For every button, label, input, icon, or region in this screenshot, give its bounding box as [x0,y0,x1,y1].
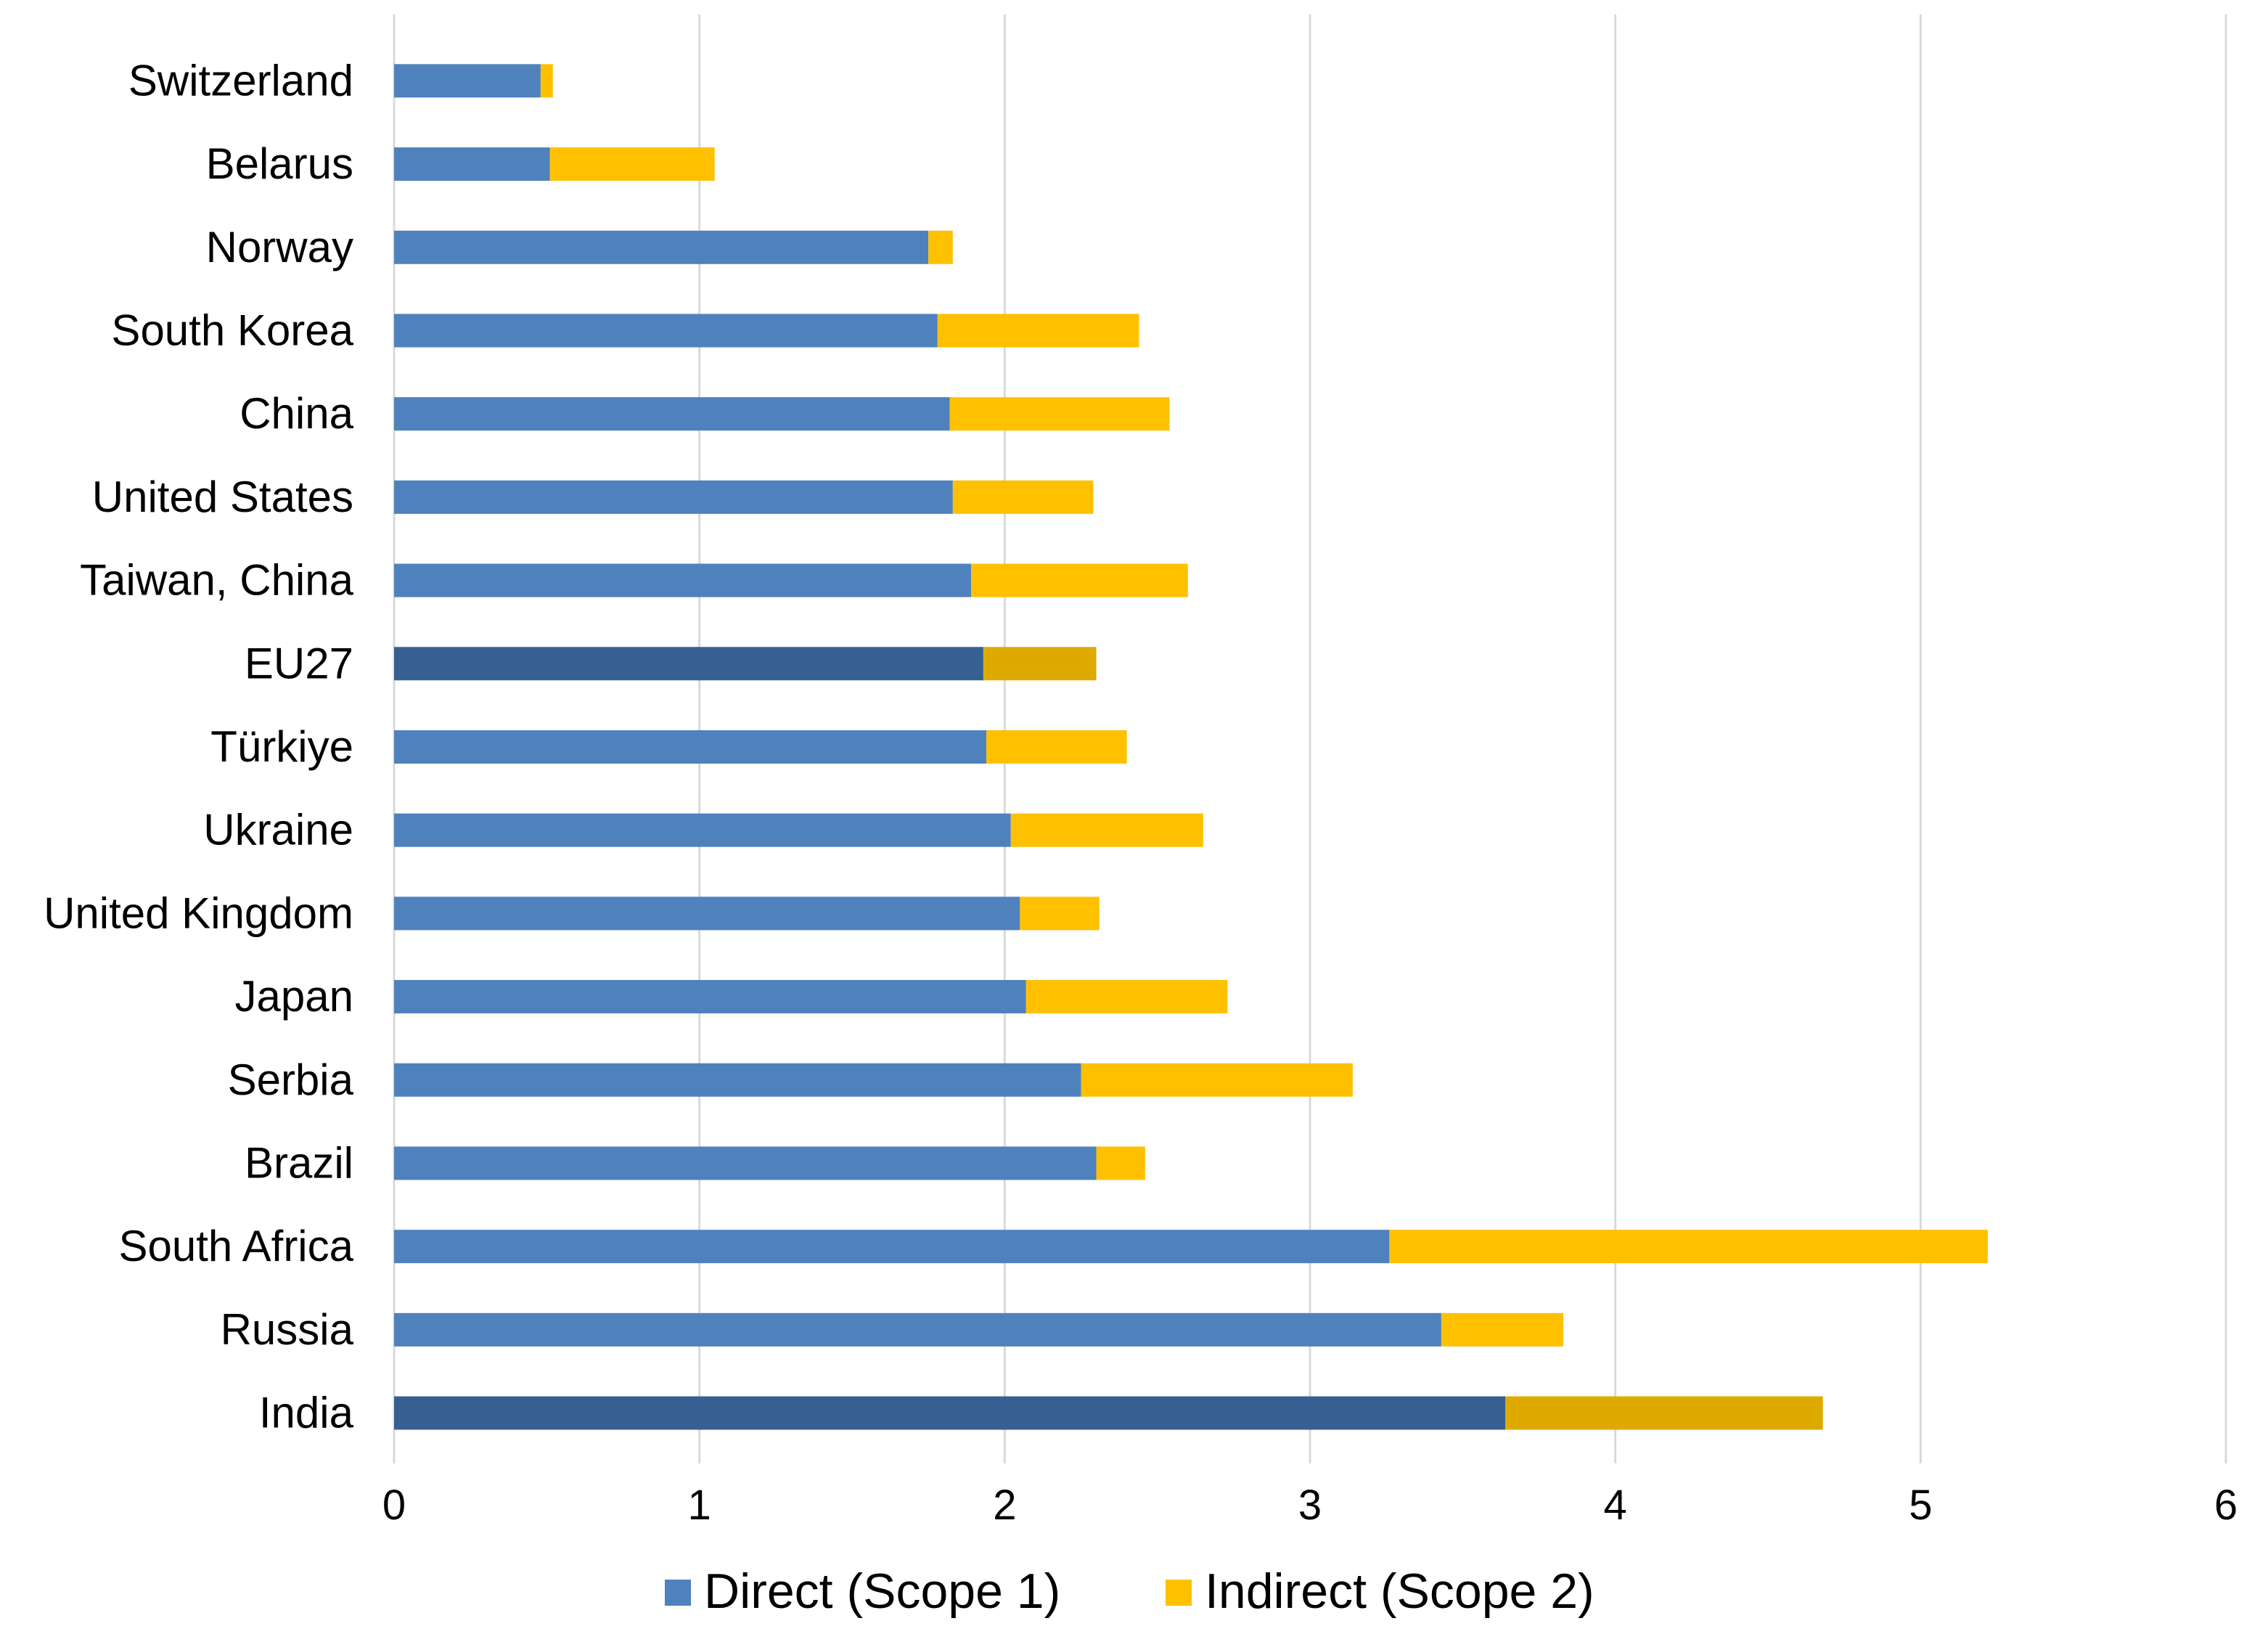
category-label: Norway [206,223,353,271]
category-label: South Korea [111,306,353,354]
category-label: United Kingdom [44,889,353,937]
category-label: South Africa [118,1222,353,1270]
category-label: India [259,1389,354,1437]
bar-indirect-scope2 [949,397,1170,431]
x-tick-label: 2 [993,1482,1016,1529]
legend-swatch [665,1580,691,1606]
bar-direct-scope1 [394,480,953,514]
bar-direct-scope1 [394,64,541,98]
bar-direct-scope1 [394,147,550,181]
category-label: Belarus [206,139,353,188]
bar-direct-scope1 [394,980,1026,1014]
bar-direct-scope1 [394,397,950,431]
bar-direct-scope1 [394,563,972,597]
bar-direct-scope1 [394,1063,1081,1097]
bar-indirect-scope2 [937,314,1139,348]
legend-label: Indirect (Scope 2) [1205,1564,1594,1619]
x-axis-tick-labels: 0 1 2 3 4 5 6 [382,1482,2238,1529]
bar-direct-scope1 [394,314,938,348]
bar-indirect-scope2 [1025,980,1228,1014]
bar-direct-scope1 [394,730,987,764]
bar-direct-scope1 [394,1146,1097,1180]
bar-indirect-scope2 [986,730,1127,764]
category-label: Ukraine [203,806,353,854]
bar-indirect-scope2 [1081,1063,1353,1097]
bar-direct-scope1 [394,647,983,681]
legend: Direct (Scope 1) Indirect (Scope 2) [665,1564,1594,1619]
x-tick-label: 1 [688,1482,711,1529]
category-label: China [240,389,353,438]
category-labels: Switzerland Belarus Norway South Korea China… [44,56,354,1437]
category-label: Türkiye [210,722,353,771]
bar-direct-scope1 [394,1312,1441,1347]
bar-direct-scope1 [394,1230,1390,1264]
bar-indirect-scope2 [1441,1312,1564,1347]
bar-indirect-scope2 [971,563,1188,597]
category-label: Taiwan, China [80,556,354,605]
bar-direct-scope1 [394,1396,1506,1430]
bar-indirect-scope2 [540,64,553,98]
category-label: United States [92,473,353,521]
category-label: Russia [221,1305,354,1354]
x-tick-label: 5 [1909,1482,1932,1529]
category-label: EU27 [245,639,353,687]
bar-direct-scope1 [394,813,1011,847]
bar-indirect-scope2 [549,147,715,181]
bar-indirect-scope2 [1010,813,1203,847]
category-label: Switzerland [128,56,353,105]
legend-label: Direct (Scope 1) [704,1564,1060,1619]
bar-direct-scope1 [394,230,929,264]
x-tick-label: 3 [1298,1482,1322,1529]
bar-indirect-scope2 [928,230,953,264]
bar-indirect-scope2 [1096,1146,1145,1180]
x-tick-label: 4 [1604,1482,1627,1529]
bar-indirect-scope2 [1020,897,1100,931]
x-tick-label: 0 [382,1482,406,1529]
legend-swatch [1166,1580,1192,1606]
bar-direct-scope1 [394,897,1020,931]
bar-indirect-scope2 [1505,1396,1823,1430]
bars [394,64,1988,1430]
bar-indirect-scope2 [952,480,1094,514]
x-tick-label: 6 [2214,1482,2238,1529]
category-label: Brazil [245,1138,353,1187]
bar-indirect-scope2 [1389,1230,1988,1264]
bar-indirect-scope2 [983,647,1097,681]
category-label: Serbia [228,1055,354,1104]
category-label: Japan [235,972,353,1021]
